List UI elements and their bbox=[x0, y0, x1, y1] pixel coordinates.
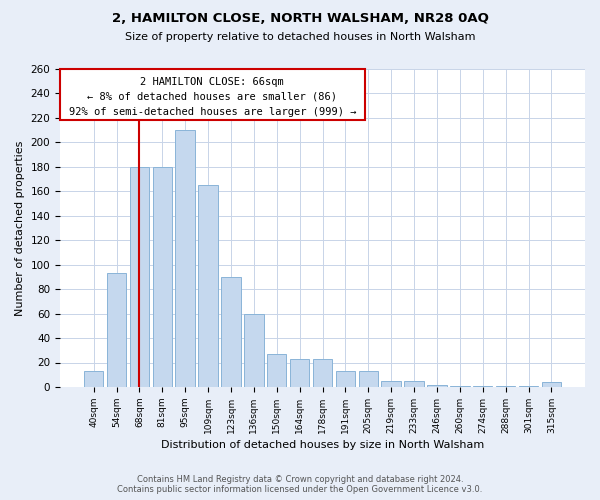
Bar bbox=[130, 167, 149, 387]
Y-axis label: Number of detached properties: Number of detached properties bbox=[15, 140, 25, 316]
Text: 2 HAMILTON CLOSE: 66sqm: 2 HAMILTON CLOSE: 66sqm bbox=[140, 77, 284, 87]
Bar bbox=[542, 382, 561, 387]
Bar bbox=[313, 359, 332, 387]
Bar bbox=[359, 371, 378, 387]
Bar bbox=[450, 386, 470, 387]
Bar bbox=[404, 381, 424, 387]
Bar bbox=[107, 273, 126, 387]
Bar bbox=[290, 359, 310, 387]
Bar bbox=[175, 130, 195, 387]
Bar bbox=[427, 384, 446, 387]
Bar bbox=[335, 371, 355, 387]
Text: Contains HM Land Registry data © Crown copyright and database right 2024.: Contains HM Land Registry data © Crown c… bbox=[137, 475, 463, 484]
Bar bbox=[473, 386, 493, 387]
Bar bbox=[496, 386, 515, 387]
Bar bbox=[152, 167, 172, 387]
Bar bbox=[244, 314, 263, 387]
Bar bbox=[267, 354, 286, 387]
FancyBboxPatch shape bbox=[60, 69, 365, 120]
Bar bbox=[199, 185, 218, 387]
Bar bbox=[221, 277, 241, 387]
Text: 92% of semi-detached houses are larger (999) →: 92% of semi-detached houses are larger (… bbox=[68, 106, 356, 117]
Text: Contains public sector information licensed under the Open Government Licence v3: Contains public sector information licen… bbox=[118, 485, 482, 494]
Bar bbox=[382, 381, 401, 387]
Text: 2, HAMILTON CLOSE, NORTH WALSHAM, NR28 0AQ: 2, HAMILTON CLOSE, NORTH WALSHAM, NR28 0… bbox=[112, 12, 488, 26]
Bar bbox=[519, 386, 538, 387]
Bar bbox=[84, 371, 103, 387]
Text: Size of property relative to detached houses in North Walsham: Size of property relative to detached ho… bbox=[125, 32, 475, 42]
X-axis label: Distribution of detached houses by size in North Walsham: Distribution of detached houses by size … bbox=[161, 440, 484, 450]
Text: ← 8% of detached houses are smaller (86): ← 8% of detached houses are smaller (86) bbox=[87, 92, 337, 102]
